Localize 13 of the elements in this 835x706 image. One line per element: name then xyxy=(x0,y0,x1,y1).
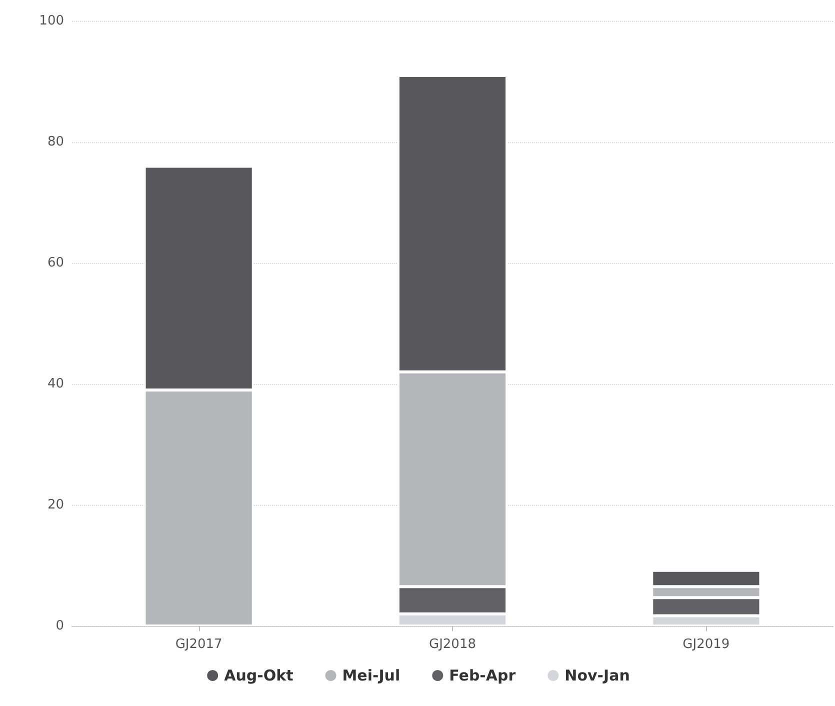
legend-label: Aug-Okt xyxy=(224,666,294,684)
legend-label: Mei-Jul xyxy=(342,666,400,684)
y-tick-label: 60 xyxy=(47,256,64,270)
x-tick-label: GJ2019 xyxy=(682,637,730,652)
y-tick-label: 80 xyxy=(47,134,64,150)
y-tick-label: 20 xyxy=(47,498,64,512)
y-tick-label: 100 xyxy=(39,14,64,28)
x-tick-label: GJ2017 xyxy=(175,637,222,652)
x-tick-label: GJ2018 xyxy=(429,637,476,652)
y-tick-label: 40 xyxy=(47,376,64,392)
legend-label: Nov-Jan xyxy=(564,666,630,684)
legend-label: Feb-Apr xyxy=(449,666,516,684)
y-tick-label: 0 xyxy=(56,618,64,634)
